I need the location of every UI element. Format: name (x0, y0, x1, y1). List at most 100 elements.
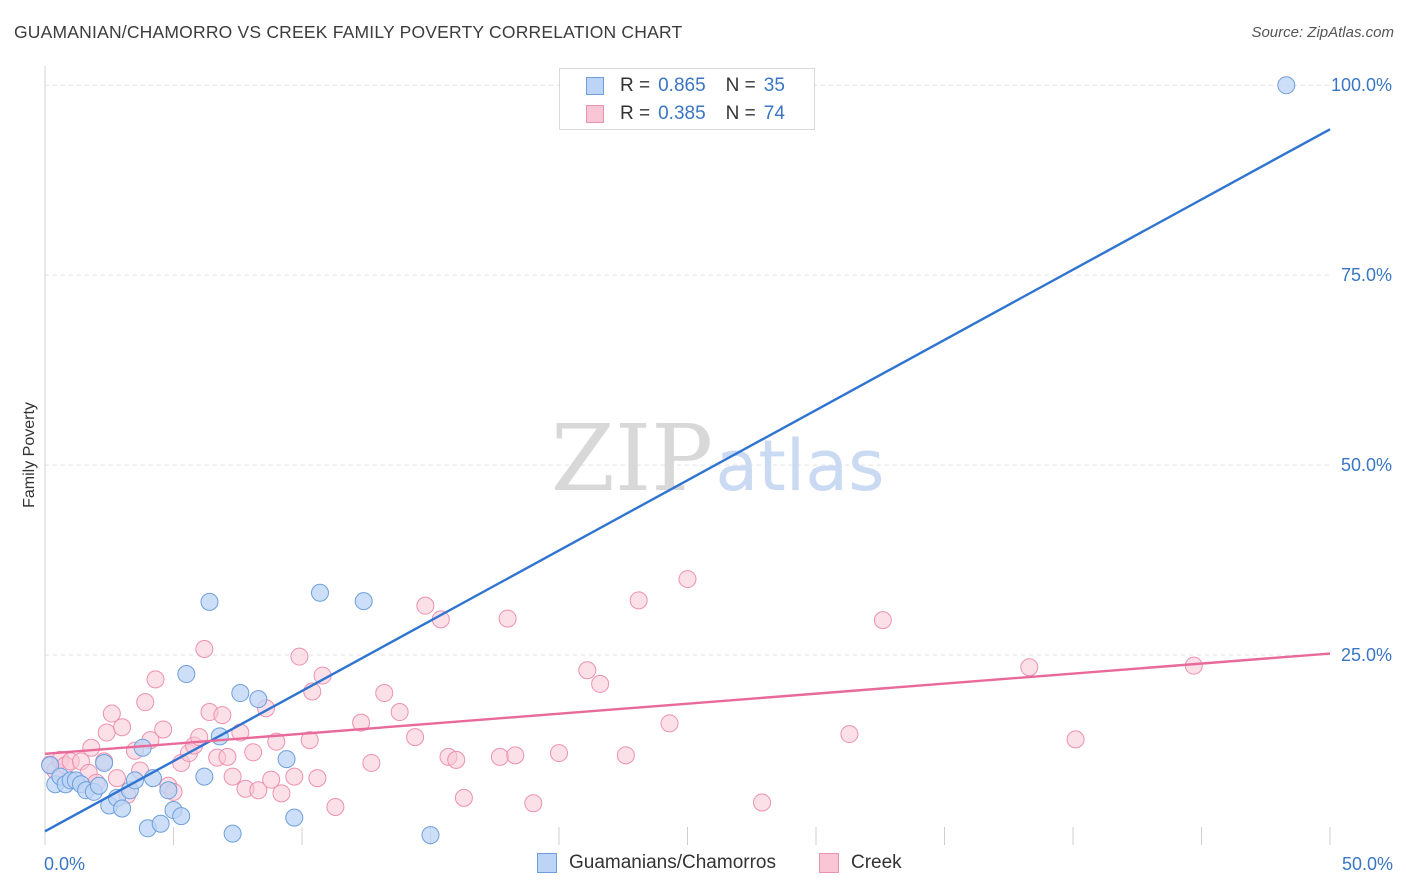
data-point-creek (506, 746, 525, 765)
trend-line-guamanian (44, 128, 1331, 833)
data-point-creek (362, 753, 381, 772)
data-point-creek (267, 732, 286, 751)
data-point-guamanian (277, 750, 296, 769)
watermark: ZIP atlas (551, 405, 885, 512)
data-point-creek (285, 767, 304, 786)
data-point-creek (97, 723, 116, 742)
x-tick-label: 50.0% (1342, 854, 1393, 874)
data-point-creek (678, 570, 697, 589)
data-point-guamanian (421, 826, 440, 845)
data-point-creek (262, 770, 281, 789)
legend-r-label: R = (620, 75, 651, 96)
data-point-creek (1066, 730, 1085, 749)
data-point-creek (272, 784, 291, 803)
data-point-creek (300, 731, 319, 750)
tick-labels: 25.0% 50.0% 75.0% 100.0% 0.0% 50.0% (44, 75, 1393, 874)
data-point-creek (1020, 658, 1039, 677)
data-point-creek (406, 728, 425, 747)
legend-swatch-pink (586, 105, 604, 123)
y-tick-label: 50.0% (1341, 455, 1392, 475)
data-point-creek (390, 703, 409, 722)
data-point-guamanian (200, 592, 219, 611)
data-points (41, 76, 1296, 845)
series-legend-guamanians: Guamanians/Chamorros (537, 852, 776, 874)
series-swatch-blue (537, 853, 557, 873)
y-tick-label: 25.0% (1341, 645, 1392, 665)
legend-row-guamanian: R = 0.865 N = 35 (586, 73, 785, 99)
source-label: Source: ZipAtlas.com (1251, 24, 1394, 41)
y-tick-label: 75.0% (1341, 265, 1392, 285)
data-point-guamanian (172, 807, 191, 826)
data-point-guamanian (231, 684, 250, 703)
data-point-creek (550, 744, 568, 763)
legend-swatch-blue (586, 77, 604, 95)
data-point-creek (578, 661, 597, 680)
data-point-creek (249, 781, 268, 800)
data-point-guamanian (285, 808, 304, 827)
data-point-creek (660, 714, 679, 733)
data-point-creek (416, 596, 435, 615)
data-point-creek (113, 718, 132, 737)
data-point-creek (375, 684, 394, 703)
data-point-guamanian (195, 767, 214, 786)
data-point-guamanian (354, 592, 373, 611)
trend-lines (44, 128, 1331, 833)
legend-r-label: R = (620, 103, 651, 124)
data-point-creek (102, 704, 121, 723)
legend-r-value: 0.385 (658, 103, 706, 124)
data-point-creek (136, 693, 155, 712)
data-point-creek (107, 769, 126, 788)
data-point-creek (454, 788, 473, 807)
axes (44, 66, 1331, 845)
data-point-guamanian (41, 756, 60, 775)
correlation-legend: R = 0.865 N = 35 R = 0.385 N = 74 (559, 68, 815, 130)
data-point-guamanian (159, 781, 178, 800)
data-point-creek (146, 670, 165, 689)
data-point-creek (352, 713, 371, 732)
legend-r-value: 0.865 (658, 75, 706, 96)
data-point-guamanian (177, 665, 196, 684)
legend-row-creek: R = 0.385 N = 74 (586, 101, 785, 127)
data-point-creek (213, 706, 232, 725)
data-point-guamanian (113, 799, 132, 818)
series-swatch-pink (819, 853, 839, 873)
trend-line-creek (44, 652, 1331, 756)
series-legend-label: Guamanians/Chamorros (569, 852, 776, 873)
data-point-creek (490, 747, 509, 766)
data-point-guamanian (223, 824, 242, 843)
data-point-creek (223, 767, 242, 786)
data-point-creek (616, 746, 635, 765)
watermark-atlas: atlas (715, 425, 884, 507)
data-point-creek (218, 747, 237, 766)
series-legend-creek: Creek (819, 852, 902, 874)
data-point-creek (840, 725, 859, 744)
data-point-creek (244, 743, 263, 762)
series-legend-label: Creek (851, 852, 902, 873)
legend-n-label: N = (725, 75, 756, 96)
data-point-guamanian (1277, 76, 1296, 95)
legend-n-label: N = (725, 103, 756, 124)
series-legend: Guamanians/Chamorros Creek (0, 852, 1406, 878)
data-point-creek (498, 609, 517, 628)
y-tick-label: 100.0% (1331, 75, 1392, 95)
legend-n-value: 35 (763, 75, 785, 96)
data-point-creek (524, 794, 543, 813)
data-point-creek (753, 793, 772, 812)
data-point-creek (82, 738, 101, 757)
x-tick-label: 0.0% (44, 854, 85, 874)
data-point-creek (591, 674, 610, 693)
data-point-guamanian (151, 814, 170, 833)
data-point-creek (629, 591, 648, 610)
watermark-zip: ZIP (551, 405, 713, 512)
data-point-creek (447, 750, 466, 769)
data-point-creek (290, 647, 309, 666)
grid-lines (45, 84, 1330, 656)
data-point-guamanian (249, 690, 268, 709)
data-point-creek (326, 798, 345, 817)
legend-n-value: 74 (763, 103, 785, 124)
data-point-creek (308, 769, 327, 788)
data-point-guamanian (95, 753, 114, 772)
data-point-guamanian (89, 776, 108, 795)
data-point-guamanian (310, 583, 329, 602)
